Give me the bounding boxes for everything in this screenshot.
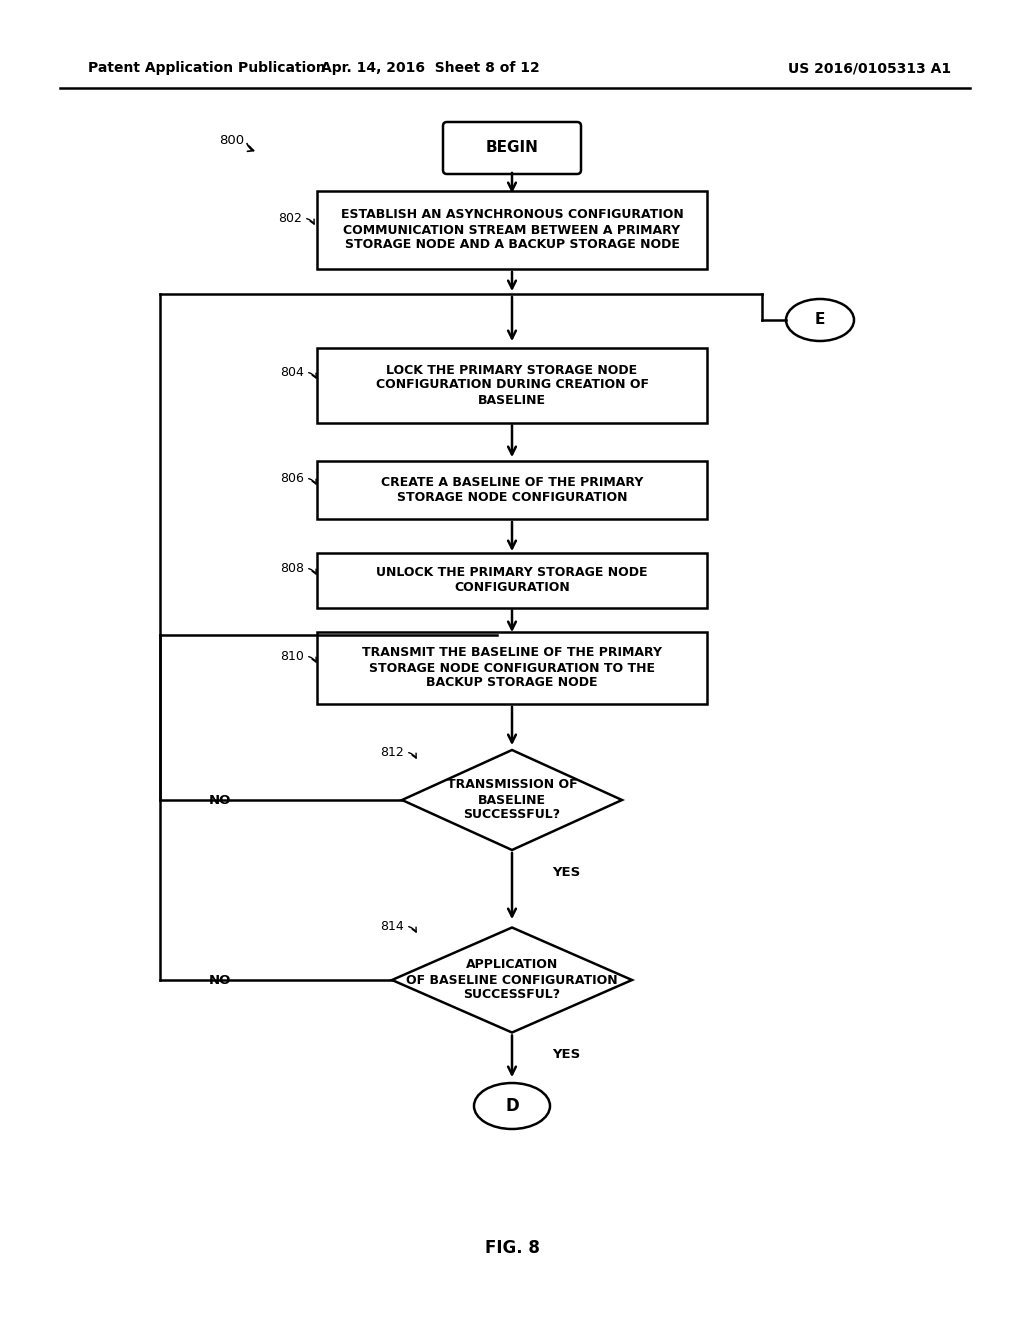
Bar xyxy=(317,632,707,704)
Text: 806: 806 xyxy=(280,471,304,484)
Text: US 2016/0105313 A1: US 2016/0105313 A1 xyxy=(788,61,951,75)
Bar xyxy=(317,347,707,422)
Text: NO: NO xyxy=(209,974,231,986)
Text: APPLICATION
OF BASELINE CONFIGURATION
SUCCESSFUL?: APPLICATION OF BASELINE CONFIGURATION SU… xyxy=(407,958,617,1002)
Ellipse shape xyxy=(474,1082,550,1129)
Bar xyxy=(317,553,707,607)
Bar xyxy=(317,191,707,269)
Text: 804: 804 xyxy=(280,366,304,379)
Text: Patent Application Publication: Patent Application Publication xyxy=(88,61,326,75)
FancyBboxPatch shape xyxy=(443,121,581,174)
Text: NO: NO xyxy=(209,793,231,807)
Text: 802: 802 xyxy=(279,211,302,224)
Text: ESTABLISH AN ASYNCHRONOUS CONFIGURATION
COMMUNICATION STREAM BETWEEN A PRIMARY
S: ESTABLISH AN ASYNCHRONOUS CONFIGURATION … xyxy=(341,209,683,252)
Text: 814: 814 xyxy=(380,920,403,932)
Text: E: E xyxy=(815,313,825,327)
Text: 812: 812 xyxy=(380,746,403,759)
Text: 808: 808 xyxy=(280,561,304,574)
Bar xyxy=(317,461,707,519)
Text: LOCK THE PRIMARY STORAGE NODE
CONFIGURATION DURING CREATION OF
BASELINE: LOCK THE PRIMARY STORAGE NODE CONFIGURAT… xyxy=(376,363,648,407)
Text: UNLOCK THE PRIMARY STORAGE NODE
CONFIGURATION: UNLOCK THE PRIMARY STORAGE NODE CONFIGUR… xyxy=(376,566,648,594)
Text: TRANSMISSION OF
BASELINE
SUCCESSFUL?: TRANSMISSION OF BASELINE SUCCESSFUL? xyxy=(446,779,578,821)
Text: YES: YES xyxy=(552,866,581,879)
Ellipse shape xyxy=(786,300,854,341)
Polygon shape xyxy=(402,750,622,850)
Text: TRANSMIT THE BASELINE OF THE PRIMARY
STORAGE NODE CONFIGURATION TO THE
BACKUP ST: TRANSMIT THE BASELINE OF THE PRIMARY STO… xyxy=(362,647,662,689)
Text: 800: 800 xyxy=(219,133,245,147)
Text: 810: 810 xyxy=(280,649,304,663)
Text: YES: YES xyxy=(552,1048,581,1061)
Polygon shape xyxy=(392,928,632,1032)
Text: Apr. 14, 2016  Sheet 8 of 12: Apr. 14, 2016 Sheet 8 of 12 xyxy=(321,61,540,75)
Text: FIG. 8: FIG. 8 xyxy=(484,1239,540,1257)
Text: CREATE A BASELINE OF THE PRIMARY
STORAGE NODE CONFIGURATION: CREATE A BASELINE OF THE PRIMARY STORAGE… xyxy=(381,477,643,504)
Text: D: D xyxy=(505,1097,519,1115)
Text: BEGIN: BEGIN xyxy=(485,140,539,156)
